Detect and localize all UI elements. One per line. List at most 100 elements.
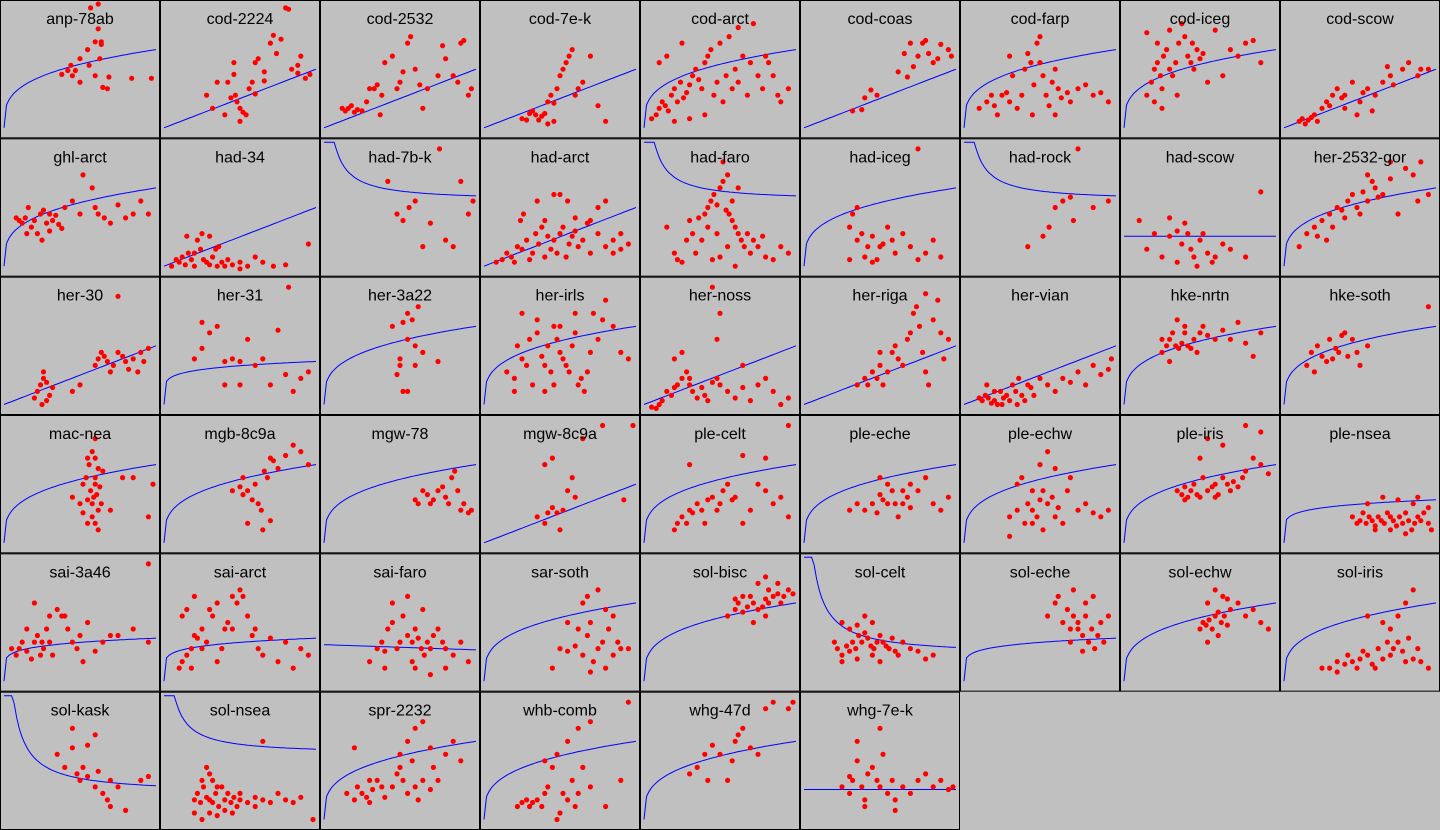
data-point — [455, 488, 461, 494]
panel-had-7b-k: had-7b-k — [320, 138, 480, 277]
data-point — [130, 475, 136, 481]
data-point — [1179, 340, 1185, 346]
data-point — [1349, 191, 1355, 198]
panel-border — [320, 276, 480, 415]
data-point — [1393, 523, 1400, 529]
data-point — [877, 725, 883, 731]
panel-title: cod-coas — [848, 11, 913, 28]
data-point — [1304, 231, 1310, 237]
data-point — [1075, 507, 1081, 513]
data-point — [1098, 90, 1104, 96]
data-point — [53, 212, 59, 218]
data-point — [684, 369, 690, 375]
data-point — [385, 178, 391, 184]
data-point — [511, 375, 517, 381]
data-point — [461, 501, 467, 507]
data-point — [1243, 254, 1249, 260]
data-point — [554, 86, 560, 92]
data-point — [850, 211, 856, 217]
data-point — [1037, 375, 1043, 381]
data-point — [569, 777, 575, 784]
data-point — [1324, 237, 1330, 243]
data-point — [923, 37, 929, 44]
data-point — [575, 725, 581, 731]
data-point — [37, 211, 44, 217]
data-point — [458, 178, 464, 184]
data-point — [450, 244, 456, 250]
fit-curve — [3, 49, 157, 128]
data-point — [409, 758, 415, 764]
data-point — [785, 706, 792, 712]
data-point — [367, 777, 373, 784]
data-point — [542, 790, 548, 797]
data-point — [44, 379, 50, 385]
data-point — [1055, 505, 1061, 511]
data-point — [1173, 60, 1179, 66]
fit-curve — [3, 187, 157, 267]
data-point — [1067, 639, 1073, 645]
data-point — [732, 263, 738, 269]
fit-curve — [643, 464, 797, 543]
panel-title: cod-arct — [691, 11, 749, 28]
data-point — [1384, 639, 1390, 645]
data-point — [664, 388, 670, 394]
data-point — [1045, 613, 1051, 619]
panel-title: whg-7e-k — [846, 703, 914, 720]
panel-border — [320, 553, 480, 692]
data-point — [610, 652, 616, 658]
data-point — [405, 40, 411, 46]
data-point — [1007, 53, 1013, 59]
data-point — [763, 574, 769, 580]
data-point — [539, 353, 545, 359]
data-point — [101, 353, 107, 359]
data-point — [37, 382, 44, 388]
fit-curve — [323, 68, 477, 129]
data-point — [77, 777, 83, 784]
data-point — [417, 82, 423, 88]
data-point — [856, 632, 862, 639]
data-point — [370, 786, 376, 793]
data-point — [557, 323, 563, 329]
data-point — [740, 593, 746, 600]
data-point — [214, 79, 220, 85]
data-point — [252, 254, 258, 260]
data-point — [234, 600, 240, 606]
data-point — [877, 349, 883, 355]
data-point — [913, 304, 920, 310]
data-point — [283, 797, 289, 803]
data-point — [580, 436, 586, 442]
panel-title: ple-iris — [1176, 426, 1223, 443]
data-point — [923, 369, 929, 375]
data-point — [1365, 86, 1371, 92]
data-point — [237, 382, 243, 388]
data-point — [557, 527, 563, 533]
data-point — [1083, 501, 1089, 507]
data-point — [1369, 178, 1375, 184]
panel-title: sol-celt — [855, 564, 906, 581]
panel-title: cod-2224 — [207, 11, 274, 28]
data-point — [97, 484, 103, 490]
data-point — [1243, 468, 1249, 474]
data-point — [684, 90, 690, 96]
data-point — [1212, 494, 1218, 500]
data-point — [874, 375, 880, 381]
data-point — [1227, 246, 1233, 252]
panel-title: ple-eche — [849, 426, 910, 443]
data-point — [1365, 613, 1371, 619]
data-point — [194, 635, 200, 641]
data-point — [755, 481, 761, 487]
data-point — [907, 646, 914, 652]
data-point — [427, 646, 433, 652]
data-point — [595, 204, 601, 211]
data-point — [587, 719, 594, 725]
data-point — [674, 520, 681, 526]
data-point — [207, 771, 213, 777]
data-point — [107, 777, 113, 784]
data-point — [305, 369, 311, 375]
data-point — [935, 297, 941, 303]
data-point — [77, 632, 83, 639]
data-point — [298, 375, 304, 381]
data-point — [1235, 53, 1241, 59]
data-point — [95, 465, 101, 472]
data-point — [880, 241, 886, 247]
